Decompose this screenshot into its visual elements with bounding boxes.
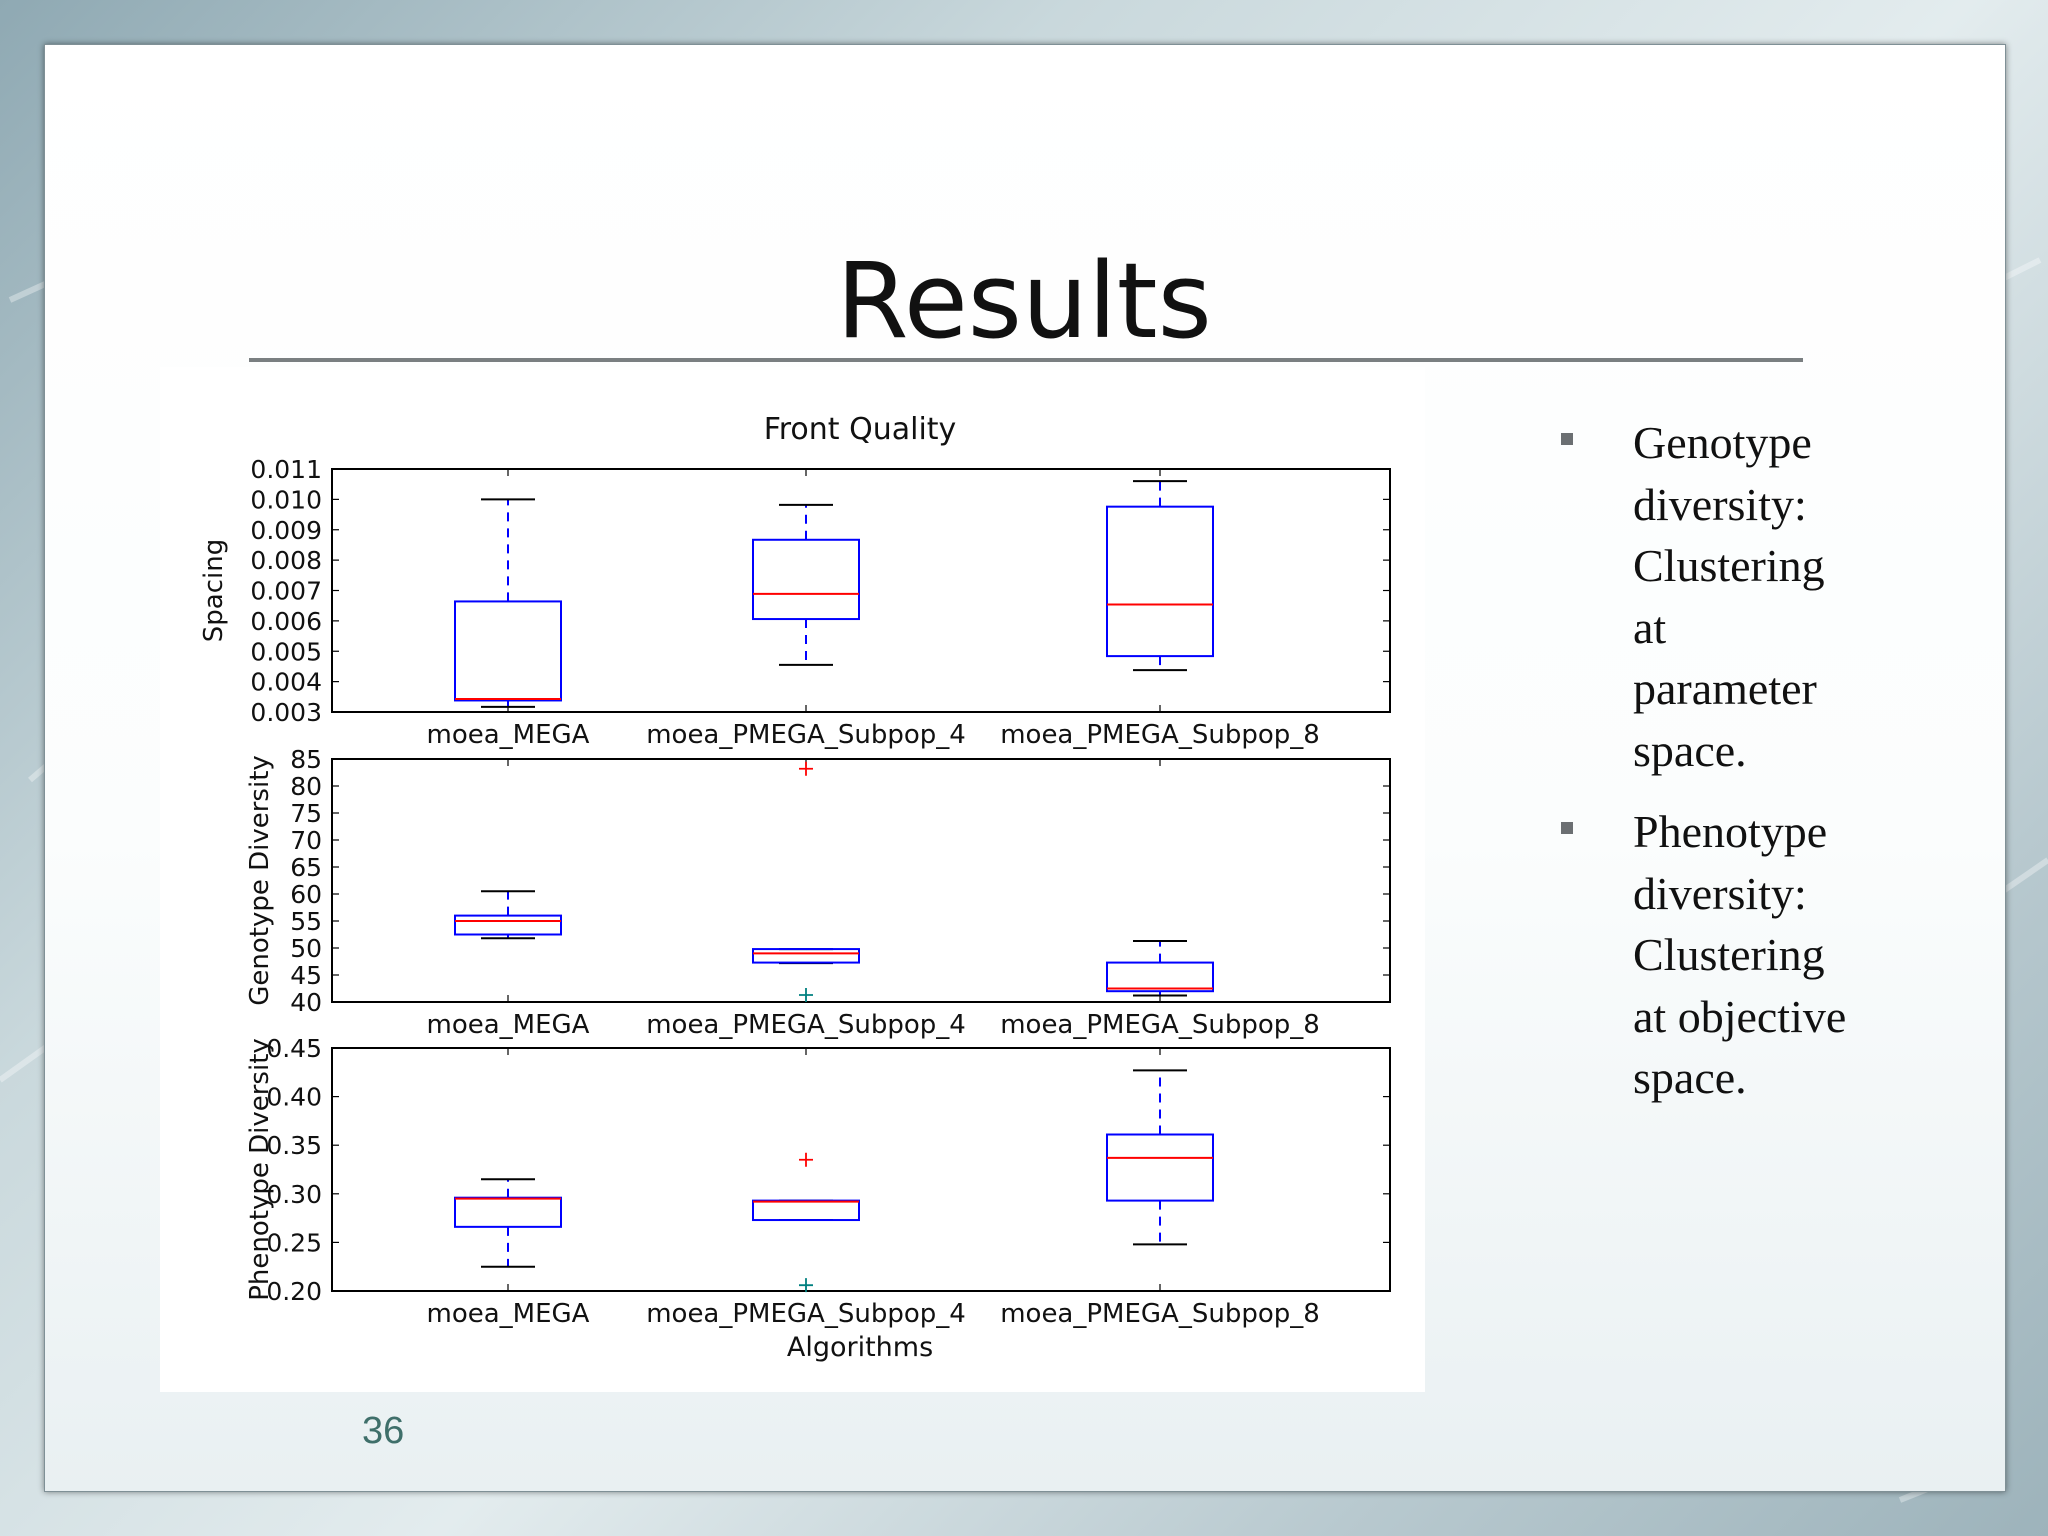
bullet-line: Phenotype [1633,806,1828,857]
iqr-box [1106,961,1214,993]
bullet-list: Genotype diversity: Clustering at parameter s… [1560,412,2000,1129]
chart-panel: Front Quality 0.003 0.004 0.005 0.006 0.007 0.… [160,367,1425,1392]
bullet-text: Genotype diversity: Clustering at parameter s… [1633,412,2000,781]
y-tick-label: 0.45 [266,1034,322,1063]
y-tick-label: 0.005 [250,637,322,666]
iqr-box [752,538,860,621]
iqr-box [1106,1133,1214,1202]
bullet-line: diversity: [1633,478,1807,530]
bullet-phenotype-diversity: Phenotype diversity: Clustering at objectiv… [1560,801,2000,1109]
bullet-line: Clustering [1633,540,1825,591]
iqr-box [454,914,562,936]
plot-frame [331,468,1391,713]
y-tick-label: 0.009 [250,516,322,545]
y-tick-label: 0.25 [266,1228,322,1257]
y-tick-label: 0.20 [266,1277,322,1306]
y-tick-label: 85 [290,745,322,774]
bullet-line: diversity: [1633,867,1807,919]
outlier-marker [799,987,813,1002]
y-tick-label: 0.010 [250,485,322,514]
y-tick-label: 70 [290,826,322,855]
y-tick-label: 0.30 [266,1180,322,1209]
y-tick-label: 0.011 [250,455,322,484]
iqr-box [752,948,860,964]
bullet-line: at objective [1633,990,1847,1042]
bullet-line: at [1633,601,1667,653]
x-tick-label: moea_PMEGA_Subpop_4 [646,1299,966,1329]
y-tick-label: 55 [290,907,322,936]
iqr-box [1106,505,1214,658]
slide-title: Results [836,240,1212,362]
y-tick-label: 75 [290,799,322,828]
y-tick-label: 0.008 [250,546,322,575]
y-tick-label: 80 [290,772,322,801]
bullet-square-icon [1561,822,1573,834]
x-tick-label: moea_MEGA [427,1010,590,1040]
iqr-box [752,1199,860,1222]
page-number: 36 [362,1410,405,1452]
y-tick-label: 0.006 [250,607,322,636]
iqr-box [454,600,562,702]
y-tick-label: 50 [290,934,322,963]
x-tick-label: moea_PMEGA_Subpop_8 [1000,1010,1320,1040]
bullet-text: Phenotype diversity: Clustering at objectiv… [1633,801,2000,1109]
y-tick-label: 65 [290,853,322,882]
x-tick-label: moea_PMEGA_Subpop_4 [646,1010,966,1040]
outlier-marker [799,1152,813,1167]
plot-frame [331,758,1391,1003]
chart-title: Front Quality [764,412,957,447]
bullet-line: Genotype [1633,417,1812,468]
bullet-line: parameter [1633,663,1817,714]
y-tick-label: 60 [290,880,322,909]
y-tick-label: 0.35 [266,1131,322,1160]
outlier-marker [799,1278,813,1293]
outlier-marker [799,761,813,776]
y-tick-label: 0.004 [250,668,322,697]
x-tick-label: moea_PMEGA_Subpop_8 [1000,720,1320,750]
iqr-box [454,1196,562,1228]
plot-frame [331,1047,1391,1292]
y-tick-label: 45 [290,961,322,990]
x-tick-label: moea_PMEGA_Subpop_8 [1000,1299,1320,1329]
bullet-square-icon [1561,433,1573,445]
bullet-line: space. [1633,1052,1747,1103]
bullet-genotype-diversity: Genotype diversity: Clustering at parameter s… [1560,412,2000,781]
y-axis-label: Spacing [199,539,229,642]
x-tick-label: moea_MEGA [427,1299,590,1329]
front-quality-boxplot: Front Quality0.0030.0040.0050.0060.0070.… [199,412,1391,1363]
y-axis-label: Genotype Diversity [245,755,275,1006]
title-divider [249,358,1803,362]
bullet-line: space. [1633,724,1747,776]
y-tick-label: 0.003 [250,698,322,727]
x-axis-label: Algorithms [787,1332,933,1363]
bullet-line: Clustering [1633,929,1825,980]
y-axis-label: Phenotype Diversity [245,1038,275,1301]
y-tick-label: 40 [290,988,322,1017]
x-tick-label: moea_MEGA [427,720,590,750]
y-tick-label: 0.007 [250,577,322,606]
y-tick-label: 0.40 [266,1083,322,1112]
x-tick-label: moea_PMEGA_Subpop_4 [646,720,966,750]
